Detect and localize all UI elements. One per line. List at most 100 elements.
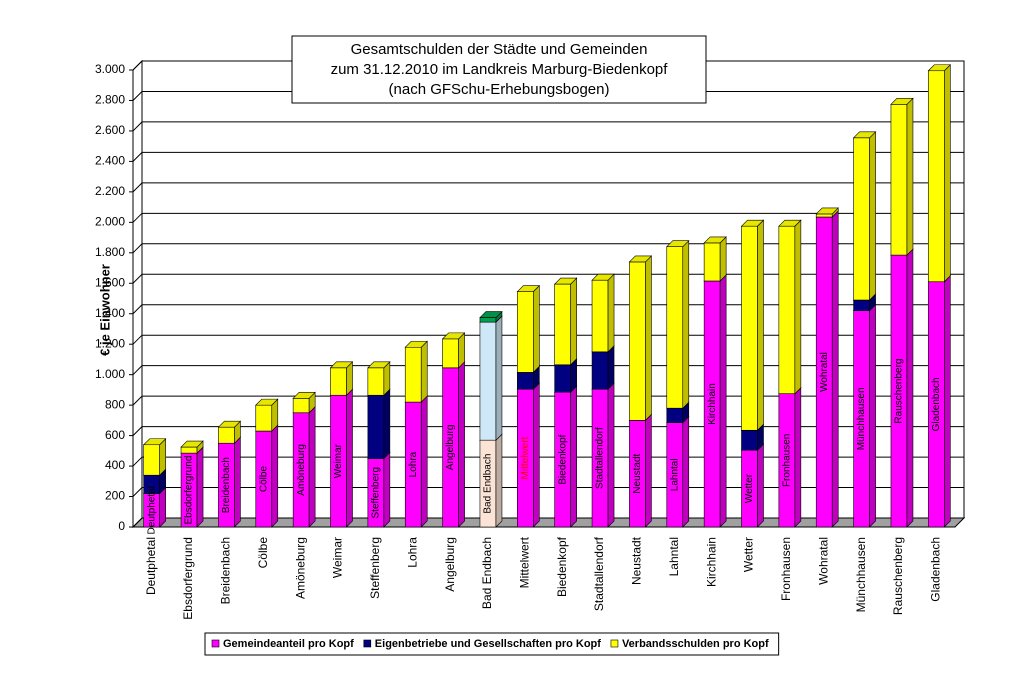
- bar-top: [927, 64, 952, 72]
- chart-title: zum 31.12.2010 im Landkreis Marburg-Bied…: [331, 61, 669, 78]
- y-tick-label: 2.200: [95, 184, 125, 198]
- bar-inner-label: Bad Endbach: [483, 454, 494, 514]
- x-tick-label: Stadtallendorf: [592, 536, 606, 611]
- bar-top: [404, 340, 428, 348]
- x-tick-label: Angelburg: [443, 537, 457, 592]
- bar-inner-label: Wetter: [744, 473, 755, 503]
- bar-segment: [666, 407, 684, 423]
- bar-top: [142, 438, 167, 446]
- bar-side: [607, 273, 615, 353]
- bar-inner-label: Fronhausen: [782, 434, 793, 487]
- bar-segment: [479, 321, 497, 441]
- y-tick-label: 1.000: [95, 367, 125, 381]
- bar-top: [591, 273, 615, 281]
- x-tick-label: Mittelwert: [517, 536, 531, 588]
- bar-side: [719, 274, 727, 528]
- bar-segment: [815, 213, 833, 218]
- bar-top: [703, 236, 727, 244]
- bar-side: [869, 131, 876, 301]
- bar-side: [196, 446, 204, 528]
- x-tick-label: Kirchhain: [704, 537, 718, 587]
- grid-line: [132, 517, 964, 528]
- bar-side: [794, 219, 802, 395]
- x-tick-label: Lahntal: [667, 537, 681, 576]
- bar-top: [255, 398, 279, 406]
- y-tick-label: 600: [105, 428, 125, 442]
- bar-side: [383, 388, 391, 460]
- bar-segment: [591, 351, 609, 390]
- bar-side: [719, 236, 727, 282]
- bar-segment: [629, 261, 646, 421]
- bar-inner-label: Lahntal: [669, 458, 680, 491]
- bar-top: [441, 332, 466, 340]
- x-tick-label: Lohra: [405, 537, 419, 568]
- title-box: [291, 35, 707, 104]
- bar-top: [217, 420, 242, 428]
- bar-segment: [778, 225, 796, 395]
- bar-side: [682, 239, 690, 409]
- bar-side: [682, 415, 690, 528]
- bar-inner-label: Kirchhain: [707, 383, 718, 425]
- bar-side: [346, 388, 353, 528]
- bar-segment: [554, 283, 571, 366]
- bar-segment: [442, 338, 459, 369]
- bar-top: [740, 219, 765, 227]
- bar-segment: [517, 372, 534, 390]
- grid-line: [132, 243, 964, 254]
- bar-side: [570, 277, 577, 366]
- bar-segment: [143, 444, 160, 476]
- y-tick-label: 1.400: [95, 306, 125, 320]
- bar-side: [383, 451, 391, 528]
- bar-side: [607, 382, 615, 528]
- bar-inner-label: Steffenberg: [371, 467, 382, 519]
- bar-side: [234, 436, 241, 528]
- bar-top: [890, 97, 914, 105]
- grid-line: [132, 151, 964, 162]
- bar-inner-label: Deutphetal: [146, 486, 157, 534]
- bar-inner-label: Angelburg: [445, 425, 456, 471]
- x-tick-label: Rauschenberg: [891, 537, 905, 615]
- bar-segment: [741, 429, 758, 451]
- x-tick-label: Weimar: [331, 537, 345, 578]
- x-tick-label: Neustadt: [630, 536, 644, 585]
- y-tick-label: 400: [105, 458, 125, 472]
- bar-top: [815, 207, 839, 215]
- bar-top: [329, 361, 354, 369]
- x-tick-label: Münchhausen: [854, 537, 868, 612]
- bar-side: [794, 386, 802, 528]
- x-tick-label: Wohratal: [816, 537, 830, 585]
- bar-segment: [517, 291, 534, 373]
- bar-segment: [330, 367, 347, 396]
- bar-top: [516, 285, 541, 292]
- y-tick-label: 0: [118, 519, 125, 533]
- bar-inner-label: Breidenbach: [221, 457, 232, 513]
- bar-side: [607, 345, 615, 390]
- bar-segment: [218, 426, 235, 444]
- x-tick-label: Amöneburg: [293, 537, 307, 599]
- bar-side: [533, 284, 540, 374]
- grid-line: [132, 273, 964, 284]
- bar-segment: [404, 346, 422, 403]
- bar-segment: [292, 397, 310, 414]
- bar-side: [458, 361, 465, 528]
- x-tick-label: Steffenberg: [368, 537, 382, 599]
- bar-segment: [853, 137, 870, 301]
- bar-inner-label: Neustadt: [632, 453, 643, 493]
- x-tick-label: Bad Endbach: [480, 537, 494, 609]
- x-tick-label: Fronhausen: [779, 537, 793, 601]
- bar-top: [367, 361, 391, 369]
- x-tick-label: Gladenbach: [928, 537, 942, 602]
- bar-top: [180, 440, 204, 448]
- grid-line: [132, 487, 964, 497]
- bar-side: [645, 255, 652, 422]
- bar-side: [420, 395, 428, 528]
- bar-top: [778, 219, 802, 227]
- bar-segment: [853, 299, 870, 311]
- bar-segment: [554, 364, 571, 393]
- bar-top: [666, 240, 690, 248]
- grid-line: [132, 395, 964, 406]
- x-tick-label: Ebsdorfergrund: [181, 537, 195, 620]
- bar-segment: [367, 394, 385, 459]
- bar-side: [533, 382, 540, 528]
- bar-side: [570, 385, 577, 528]
